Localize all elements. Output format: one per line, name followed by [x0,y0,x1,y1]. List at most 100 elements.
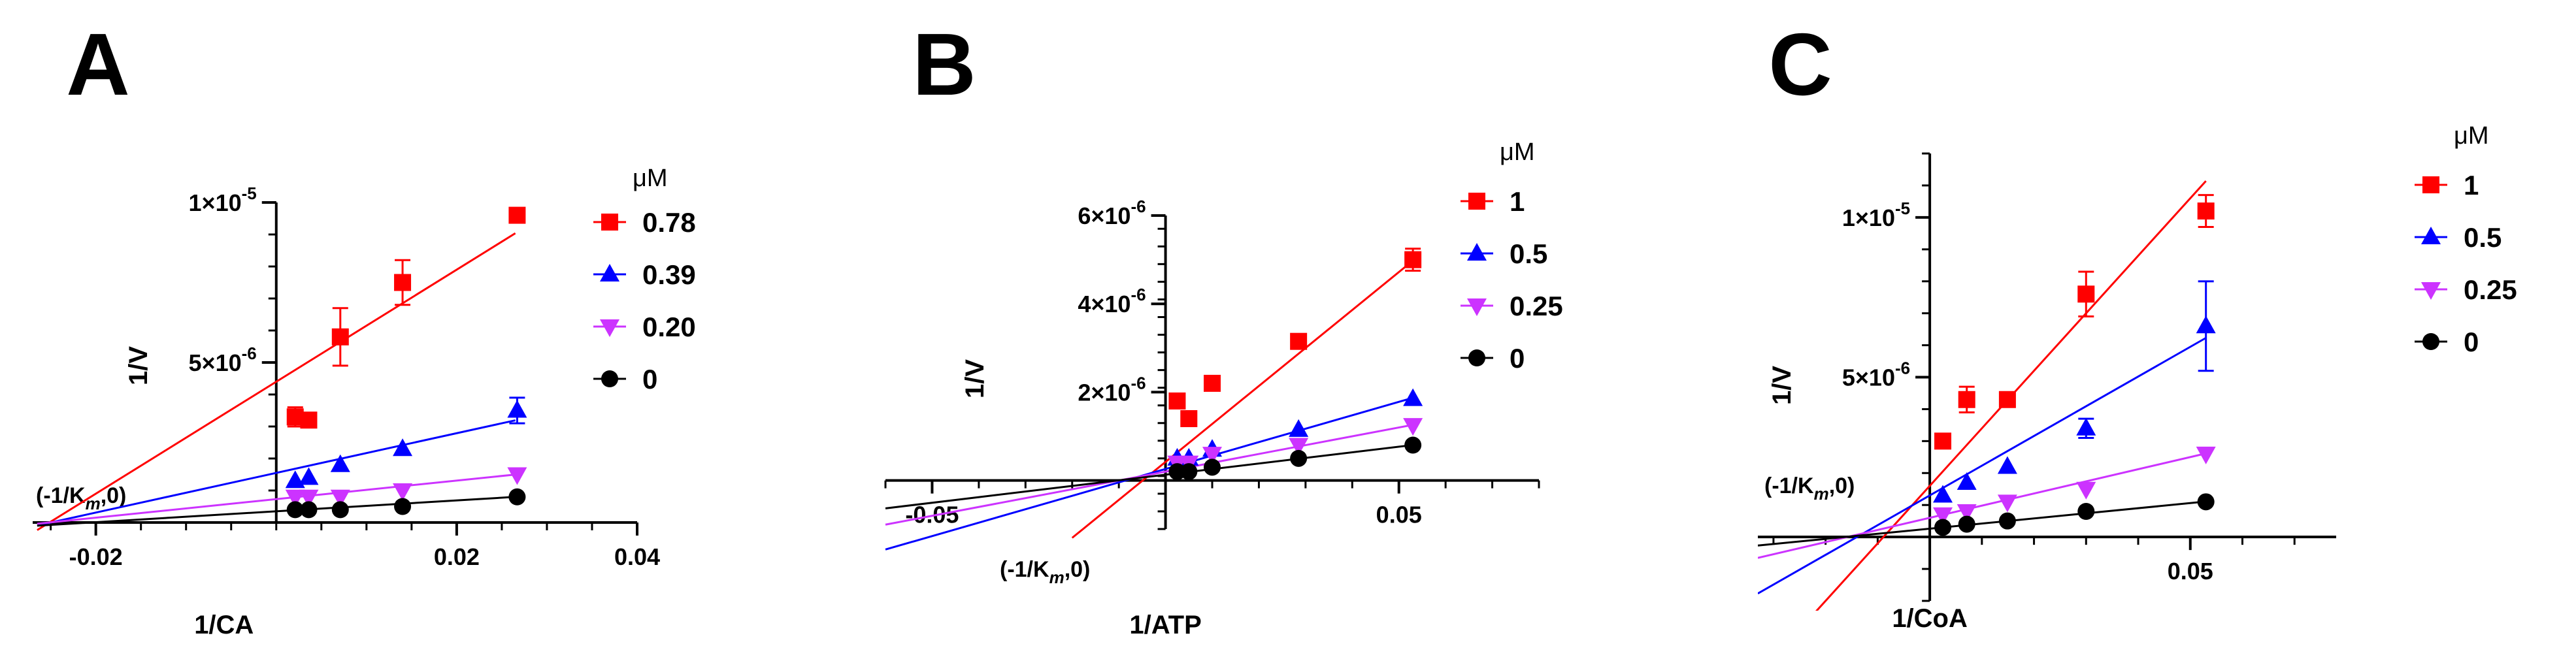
km-annotation-end: ,0) [1065,557,1091,582]
x-tick-label: -0.02 [69,543,123,570]
legend-marker [2422,333,2439,350]
legend-label: 1 [1510,186,1525,217]
data-point [1404,436,1422,454]
legend: μM 0.78 0.39 0.20 0 [593,165,696,394]
y-tick-label: 1×10-5 [189,184,257,216]
data-point [507,467,527,485]
legend-title: μM [1500,138,1535,166]
y-tick-exponent: -6 [1131,197,1146,216]
series-0.5 [1933,280,2216,503]
series-0.78 [286,206,526,429]
km-annotation: (-1/Km,0) [36,483,126,513]
data-point [331,501,349,519]
data-point [1204,374,1221,392]
km-annotation: (-1/Km,0) [1000,557,1090,587]
fit-line-0 [37,496,516,527]
fit-line-0.20 [37,474,516,525]
data-point [286,501,304,519]
y-tick-mantissa: 4×10 [1078,291,1131,317]
data-point [394,274,412,291]
data-point [1290,332,1308,350]
y-tick-mantissa: 2×10 [1078,379,1131,406]
y-tick-mantissa: 5×10 [189,349,242,376]
km-annotation-sub: m [1049,568,1065,587]
legend-marker [601,214,618,231]
legend-label: 0 [642,364,657,394]
km-annotation-start: (-1/K [1764,474,1814,498]
legend-title: μM [2454,122,2489,150]
data-point [1404,251,1422,268]
data-point [331,328,349,346]
fit-line-0.25 [885,423,1414,526]
panel-letter: B [912,15,976,114]
fit-line-0 [1758,500,2206,547]
series-0 [1934,493,2215,536]
x-axis-title: 1/ATP [1129,611,1201,639]
data-point [1403,418,1423,436]
y-tick-label: 4×10-6 [1078,285,1146,317]
legend-label: 0.78 [642,207,696,238]
series-1 [1934,194,2215,450]
series-0 [1168,436,1422,481]
x-tick-label: 0.05 [1376,502,1422,528]
data-point [1933,485,1953,503]
legend-label: 0.5 [1510,238,1547,269]
legend-marker [2421,227,2441,244]
y-tick-mantissa: 1×10 [189,189,242,216]
legend-marker [1467,243,1487,261]
data-point [1180,410,1198,427]
data-point [1957,504,1977,522]
panel-letter: C [1768,15,1832,114]
km-annotation-end: ,0) [101,483,127,508]
y-tick-exponent: -5 [242,184,257,203]
x-tick-label: 0.04 [614,543,660,570]
data-point [1997,494,2017,513]
fit-lines [885,259,1415,551]
series-0.39 [285,396,527,489]
data-point [1934,432,1952,450]
y-axis-title: 1/V [124,346,153,385]
legend-label: 1 [2464,170,2479,201]
data-point [1958,391,1975,408]
data-point [2077,503,2095,520]
legend-marker [1468,193,1485,210]
y-tick-mantissa: 6×10 [1078,202,1131,229]
data-point [1289,419,1309,437]
series-0 [286,488,526,519]
y-tick-label: 5×10-6 [1842,359,1910,391]
legend-marker [600,319,619,337]
km-annotation-sub: m [1814,484,1829,504]
x-axis-title: 1/CA [194,611,254,639]
panel-C: C 0.05 5×10-6 1×10-5 1/CoA 1/V (-1/Km,0) μM 1 0.5… [1758,15,2517,633]
data-point [1997,456,2017,474]
data-point [285,489,305,507]
data-point [1204,458,1221,476]
data-point [2076,481,2096,500]
data-point [2196,446,2216,464]
fit-line-0 [885,443,1414,509]
data-point [1933,507,1953,525]
panel-A: A -0.02 0.02 0.04 5×10-6 1×10-5 1/CA 1/V (-1/Km,… [33,15,696,639]
panel-B: B-0.05 0.052×10-64×10-66×10-61/ATP1/V(-1/… [884,15,1563,639]
data-point [508,488,526,506]
data-point [330,489,350,507]
y-tick-exponent: -6 [1895,359,1910,378]
data-point [1180,463,1198,481]
legend: μM 1 0.5 0.25 0 [2415,122,2517,357]
data-point [2077,285,2095,303]
legend-marker [2422,176,2439,193]
data-point [2197,202,2215,220]
series-1 [1168,248,1422,427]
data-point [299,489,319,507]
legend-label: 0.39 [642,259,696,290]
data-point [1957,472,1977,490]
panel-letter: A [66,15,130,114]
y-tick-mantissa: 5×10 [1842,364,1895,391]
legend-marker [600,264,619,281]
legend-marker [1467,298,1487,316]
y-axis-title: 1/V [1768,366,1796,405]
data-point [1403,388,1423,406]
fit-lines [37,232,516,531]
km-annotation-end: ,0) [1829,474,1855,498]
data-point [1958,515,1975,533]
